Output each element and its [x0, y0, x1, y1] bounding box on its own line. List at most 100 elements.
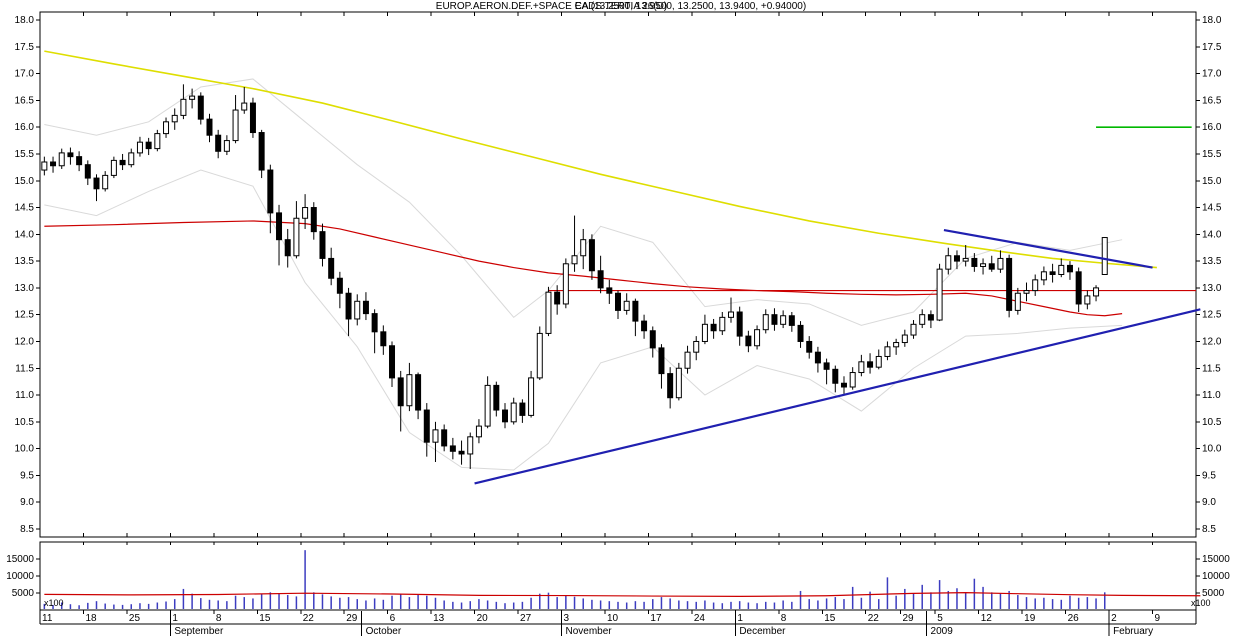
candle-body: [415, 374, 422, 411]
candle-body: [675, 367, 682, 399]
price-tick-label-left: 14.5: [15, 203, 35, 214]
candle-body: [423, 409, 430, 443]
candle-body: [180, 98, 187, 116]
candle-body: [528, 377, 535, 416]
candle-body: [858, 361, 865, 374]
candle-body: [371, 313, 378, 333]
candle-body: [762, 314, 769, 331]
price-tick-label-left: 11.5: [15, 363, 34, 374]
price-tick-label-right: 12.0: [1202, 336, 1222, 347]
price-tick-label-right: 12.5: [1202, 310, 1222, 321]
candle-body: [502, 409, 509, 423]
candle-body: [901, 334, 908, 344]
candle-body: [1093, 287, 1100, 297]
candle-body: [475, 425, 482, 438]
candle-body: [571, 255, 578, 265]
candle-body: [884, 346, 891, 357]
candle-body: [588, 239, 595, 272]
week-label: 26: [1068, 613, 1080, 624]
candle-body: [493, 384, 500, 411]
trendline-layer: [474, 126, 1201, 485]
candle-body: [1101, 237, 1108, 276]
price-tick-label-left: 10.0: [15, 444, 35, 455]
candle-body: [50, 161, 57, 167]
price-tick-label-left: 10.5: [15, 417, 35, 428]
candle-body: [1023, 290, 1030, 294]
candle-body: [580, 239, 587, 257]
week-label: 24: [694, 613, 706, 624]
candle-body: [1066, 264, 1073, 273]
week-label: 20: [477, 613, 489, 624]
candle-body: [163, 121, 170, 135]
candle-body: [110, 159, 117, 176]
price-tick-label-left: 15.5: [15, 149, 35, 160]
price-tick-label-left: 8.5: [20, 524, 34, 535]
candle-body: [1040, 271, 1047, 281]
week-label: 8: [781, 613, 787, 624]
candle-body: [145, 141, 152, 150]
candle-body: [232, 109, 239, 142]
candle-body: [136, 141, 143, 154]
volume-scale-multiplier-left: x100: [44, 598, 64, 608]
month-label: 2009: [931, 626, 954, 637]
week-label: 12: [981, 613, 993, 624]
week-label: 17: [650, 613, 662, 624]
price-tick-label-left: 15.0: [15, 176, 35, 187]
candle-body: [76, 156, 83, 166]
price-tick-label-right: 17.0: [1202, 69, 1222, 80]
candle-body: [597, 270, 604, 289]
candle-body: [458, 450, 465, 455]
candle-body: [449, 445, 456, 452]
price-tick-label-left: 9.5: [20, 470, 34, 481]
candle-body: [484, 384, 491, 427]
candle-body: [1075, 271, 1082, 305]
candle-body: [84, 164, 91, 179]
candle-body: [927, 314, 934, 321]
candle-body: [962, 257, 969, 262]
candle-body: [467, 436, 474, 455]
band-lower-line: [44, 169, 1123, 471]
week-label: 6: [390, 613, 396, 624]
volume-moving-average: [44, 592, 1201, 598]
candle-body: [867, 361, 874, 368]
week-label: 19: [1024, 613, 1036, 624]
candle-body: [814, 351, 821, 364]
price-tick-label-left: 14.0: [15, 229, 35, 240]
month-label: February: [1113, 626, 1153, 637]
candle-body: [980, 263, 987, 267]
price-tick-label-left: 17.0: [15, 69, 35, 80]
candle-body: [710, 323, 717, 332]
month-label: September: [174, 626, 224, 637]
candle-body: [545, 291, 552, 334]
week-label: 1: [172, 613, 178, 624]
candle-body: [615, 292, 621, 311]
yellow-moving-average: [44, 50, 1157, 269]
candle-body: [997, 257, 1004, 270]
week-label: 11: [42, 613, 53, 624]
candle-body: [988, 263, 995, 270]
candle-body: [554, 291, 561, 305]
candle-body: [380, 331, 387, 347]
week-label: 22: [868, 613, 880, 624]
price-tick-label-right: 11.0: [1202, 390, 1221, 401]
candle-body: [154, 133, 161, 150]
axis-frame: 18.0 18.0 17.5 17.5 17.0 17.0 16.5 16.5 16.0 16.0…: [6, 11, 1230, 637]
volume-pane-border: [39, 541, 1197, 611]
week-label: 25: [129, 613, 141, 624]
volume-tick-label-right: 15000: [1202, 554, 1230, 565]
candle-body: [284, 239, 291, 257]
month-label: October: [366, 626, 402, 637]
week-label: 2: [1111, 613, 1117, 624]
price-tick-label-left: 17.5: [15, 42, 35, 53]
price-tick-label-left: 11.0: [15, 390, 34, 401]
candle-body: [623, 300, 630, 311]
candles-layer: [41, 84, 1108, 469]
price-tick-label-left: 16.5: [15, 95, 35, 106]
candle-body: [780, 315, 787, 325]
candle-body: [658, 347, 665, 375]
price-tick-label-right: 16.5: [1202, 95, 1222, 106]
price-tick-label-right: 10.5: [1202, 417, 1222, 428]
candle-body: [849, 372, 856, 388]
candle-body: [606, 287, 613, 294]
candle-body: [67, 152, 74, 158]
